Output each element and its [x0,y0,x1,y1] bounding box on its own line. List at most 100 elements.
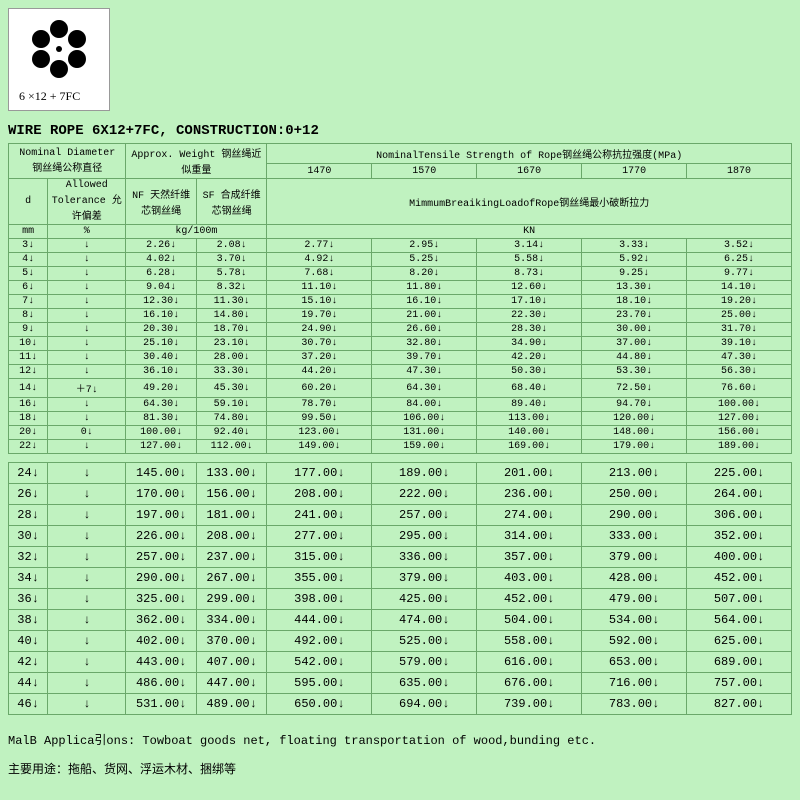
cell-v: 757.00↓ [687,673,792,694]
cell-v: 148.00↓ [582,426,687,440]
cell-sf: 2.08↓ [196,239,266,253]
cell-sf: 92.40↓ [196,426,266,440]
cell-nf: 16.10↓ [126,309,196,323]
cell-v: 595.00↓ [267,673,372,694]
cell-v: 47.30↓ [687,351,792,365]
cell-v: 379.00↓ [582,547,687,568]
cell-tol: ↓ [48,398,126,412]
cell-v: 24.90↓ [267,323,372,337]
cell-v: 8.20↓ [372,267,477,281]
cell-v: 264.00↓ [687,484,792,505]
table-row: 8↓↓16.10↓14.80↓19.70↓21.00↓22.30↓23.70↓2… [9,309,792,323]
cell-nf: 290.00↓ [126,568,196,589]
cell-v: 28.30↓ [477,323,582,337]
cell-v: 42.20↓ [477,351,582,365]
cell-d: 9↓ [9,323,48,337]
cell-tol: ↓ [48,309,126,323]
cell-d: 3↓ [9,239,48,253]
cell-sf: 5.78↓ [196,267,266,281]
cell-v: 16.10↓ [372,295,477,309]
cell-v: 250.00↓ [582,484,687,505]
cell-nf: 100.00↓ [126,426,196,440]
cell-tol: ↓ [48,631,126,652]
cell-v: 507.00↓ [687,589,792,610]
cell-v: 189.00↓ [372,463,477,484]
cell-v: 120.00↓ [582,412,687,426]
cell-v: 9.77↓ [687,267,792,281]
cell-sf: 334.00↓ [196,610,266,631]
table-row: 12↓↓36.10↓33.30↓44.20↓47.30↓50.30↓53.30↓… [9,365,792,379]
cell-v: 179.00↓ [582,440,687,454]
cell-tol: ↓ [48,610,126,631]
cell-tol: ↓ [48,412,126,426]
cell-v: 189.00↓ [687,440,792,454]
cell-v: 11.10↓ [267,281,372,295]
table-row: 36↓↓325.00↓299.00↓398.00↓425.00↓452.00↓4… [9,589,792,610]
cell-v: 15.10↓ [267,295,372,309]
cell-sf: 370.00↓ [196,631,266,652]
cell-v: 739.00↓ [477,694,582,715]
cell-v: 19.70↓ [267,309,372,323]
cell-v: 30.00↓ [582,323,687,337]
cell-d: 44↓ [9,673,48,694]
cell-sf: 181.00↓ [196,505,266,526]
cell-v: 34.90↓ [477,337,582,351]
cell-d: 20↓ [9,426,48,440]
cell-v: 452.00↓ [477,589,582,610]
cell-v: 5.92↓ [582,253,687,267]
cell-v: 12.60↓ [477,281,582,295]
cell-nf: 64.30↓ [126,398,196,412]
cell-d: 36↓ [9,589,48,610]
cell-v: 56.30↓ [687,365,792,379]
cell-d: 26↓ [9,484,48,505]
cell-tol: ↓ [48,505,126,526]
hdr-grade-1: 1570 [372,164,477,179]
cell-sf: 489.00↓ [196,694,266,715]
cell-v: 47.30↓ [372,365,477,379]
cell-v: 403.00↓ [477,568,582,589]
cell-v: 635.00↓ [372,673,477,694]
cell-v: 355.00↓ [267,568,372,589]
cell-tol: ＋7↓ [48,379,126,398]
cell-v: 84.00↓ [372,398,477,412]
cell-v: 39.10↓ [687,337,792,351]
cell-sf: 299.00↓ [196,589,266,610]
cell-v: 156.00↓ [687,426,792,440]
cell-v: 314.00↓ [477,526,582,547]
cell-tol: ↓ [48,440,126,454]
cell-v: 3.52↓ [687,239,792,253]
cell-tol: ↓ [48,239,126,253]
rope-figure: 6 ×12 + 7FC [8,8,110,111]
cell-v: 534.00↓ [582,610,687,631]
cell-v: 39.70↓ [372,351,477,365]
cell-nf: 9.04↓ [126,281,196,295]
cell-v: 452.00↓ [687,568,792,589]
cell-v: 650.00↓ [267,694,372,715]
cell-nf: 36.10↓ [126,365,196,379]
cell-v: 30.70↓ [267,337,372,351]
cell-nf: 226.00↓ [126,526,196,547]
table-row: 24↓↓145.00↓133.00↓177.00↓189.00↓201.00↓2… [9,463,792,484]
cell-d: 6↓ [9,281,48,295]
table-row: 42↓↓443.00↓407.00↓542.00↓579.00↓616.00↓6… [9,652,792,673]
cell-v: 44.20↓ [267,365,372,379]
cell-v: 213.00↓ [582,463,687,484]
cell-sf: 237.00↓ [196,547,266,568]
cell-v: 76.60↓ [687,379,792,398]
cell-sf: 267.00↓ [196,568,266,589]
cell-sf: 28.00↓ [196,351,266,365]
cell-sf: 45.30↓ [196,379,266,398]
cell-v: 140.00↓ [477,426,582,440]
cell-d: 11↓ [9,351,48,365]
cell-sf: 112.00↓ [196,440,266,454]
cell-d: 8↓ [9,309,48,323]
cell-nf: 362.00↓ [126,610,196,631]
cell-v: 37.00↓ [582,337,687,351]
cell-tol: ↓ [48,547,126,568]
cell-v: 31.70↓ [687,323,792,337]
cell-tol: ↓ [48,281,126,295]
unit-kg: kg/100m [126,225,267,239]
cell-v: 625.00↓ [687,631,792,652]
cell-d: 10↓ [9,337,48,351]
cell-nf: 486.00↓ [126,673,196,694]
